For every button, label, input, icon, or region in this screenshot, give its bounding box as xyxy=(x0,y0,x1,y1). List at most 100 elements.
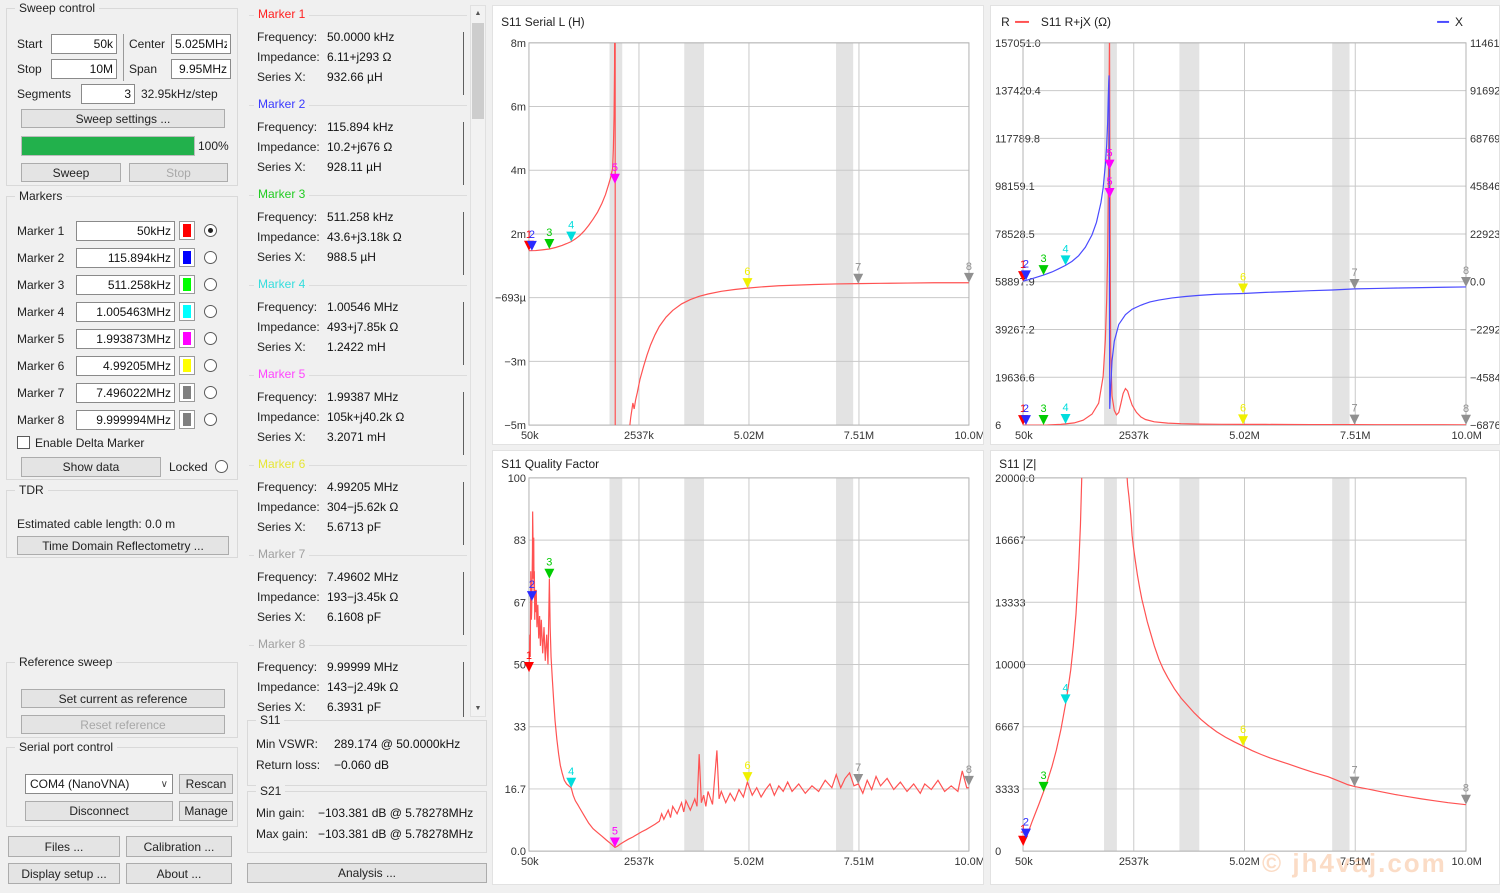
impedance-label: Impedance: xyxy=(257,410,320,424)
display-setup-button[interactable]: Display setup ... xyxy=(8,863,120,884)
scroll-up-icon[interactable]: ▲ xyxy=(471,6,485,21)
scrollbar-thumb[interactable] xyxy=(472,23,484,119)
marker-5-select-radio[interactable] xyxy=(204,332,217,345)
marker-5-color-swatch[interactable] xyxy=(179,329,195,348)
svg-text:11461: 11461 xyxy=(1470,38,1500,50)
stop-sweep-button[interactable]: Stop xyxy=(129,163,228,182)
s11-stats-title: S11 xyxy=(256,713,285,727)
sweep-button[interactable]: Sweep xyxy=(21,163,121,182)
set-reference-button[interactable]: Set current as reference xyxy=(21,689,225,708)
svg-text:1: 1 xyxy=(1020,259,1026,271)
marker-8-freq-input[interactable] xyxy=(76,410,175,430)
chart-s11-magnitude-z[interactable]: 20000.0 16667 13333 10000 6667 3333 0 50k 2537k 5… xyxy=(990,450,1500,885)
impedance-value: 10.2+j676 Ω xyxy=(327,140,393,154)
disconnect-button[interactable]: Disconnect xyxy=(25,801,173,821)
marker-1-select-radio[interactable] xyxy=(204,224,217,237)
center-input[interactable] xyxy=(171,34,231,54)
svg-text:7: 7 xyxy=(855,762,861,774)
impedance-value: 143−j2.49k Ω xyxy=(327,680,399,694)
svg-text:83: 83 xyxy=(514,535,526,547)
marker-4-select-radio[interactable] xyxy=(204,305,217,318)
svg-text:7: 7 xyxy=(1351,403,1357,415)
tdr-button[interactable]: Time Domain Reflectometry ... xyxy=(17,536,229,555)
marker-2-color-swatch[interactable] xyxy=(179,248,195,267)
calibration-button[interactable]: Calibration ... xyxy=(126,836,232,857)
enable-delta-marker-checkbox[interactable] xyxy=(17,436,30,449)
svg-text:2537k: 2537k xyxy=(1119,430,1149,442)
marker-1-info: Marker 1 Frequency: 50.0000 kHz Impedance… xyxy=(249,7,467,101)
s11-stats-group: S11 Min VSWR: 289.174 @ 50.0000kHz Return… xyxy=(247,713,487,786)
locked-radio[interactable] xyxy=(215,460,228,473)
series-x-label: Series X: xyxy=(257,610,306,624)
segments-input[interactable] xyxy=(81,84,135,104)
reference-sweep-group: Reference sweep Set current as reference… xyxy=(6,655,238,738)
svg-text:8m: 8m xyxy=(511,38,526,50)
svg-text:5.02M: 5.02M xyxy=(1229,430,1259,442)
marker-2-freq-input[interactable] xyxy=(76,248,175,268)
marker-6-select-radio[interactable] xyxy=(204,359,217,372)
span-input[interactable] xyxy=(171,59,231,79)
group-rule xyxy=(463,302,464,365)
tdr-title: TDR xyxy=(15,483,48,497)
svg-text:1: 1 xyxy=(526,650,532,662)
impedance-value: 193−j3.45k Ω xyxy=(327,590,399,604)
svg-text:−6876: −6876 xyxy=(1470,420,1500,432)
analysis-button[interactable]: Analysis ... xyxy=(247,863,487,883)
min-vswr-value: 289.174 @ 50.0000kHz xyxy=(334,737,461,751)
svg-text:3: 3 xyxy=(1041,403,1047,415)
marker-3-color-swatch[interactable] xyxy=(179,275,195,294)
freq-label: Frequency: xyxy=(257,120,318,134)
impedance-label: Impedance: xyxy=(257,680,320,694)
rescan-button[interactable]: Rescan xyxy=(179,774,233,794)
marker-4-freq-input[interactable] xyxy=(76,302,175,322)
marker-3-label: Marker 3 xyxy=(17,278,65,292)
chart-s11-r-plus-jx[interactable]: 157051.0137420.4117789.898159.178528.558… xyxy=(990,5,1500,445)
start-label: Start xyxy=(17,37,43,51)
marker-2-select-radio[interactable] xyxy=(204,251,217,264)
impedance-label: Impedance: xyxy=(257,50,320,64)
marker-4-color-swatch[interactable] xyxy=(179,302,195,321)
svg-text:157051.0: 157051.0 xyxy=(995,38,1041,50)
svg-text:3: 3 xyxy=(546,227,552,239)
stop-label: Stop xyxy=(17,62,42,76)
marker-6-freq-input[interactable] xyxy=(76,356,175,376)
sweep-progress-fill xyxy=(22,137,194,155)
manage-button[interactable]: Manage xyxy=(179,801,233,821)
start-input[interactable] xyxy=(51,34,117,54)
scroll-down-icon[interactable]: ▼ xyxy=(471,701,485,716)
marker-7-freq-input[interactable] xyxy=(76,383,175,403)
reset-reference-button[interactable]: Reset reference xyxy=(21,715,225,734)
impedance-label: Impedance: xyxy=(257,140,320,154)
stop-input[interactable] xyxy=(51,59,117,79)
marker-1-freq-input[interactable] xyxy=(76,221,175,241)
marker-7-select-radio[interactable] xyxy=(204,386,217,399)
about-button[interactable]: About ... xyxy=(126,863,232,884)
svg-text:91692: 91692 xyxy=(1470,86,1500,98)
marker-info-scrollbar[interactable]: ▲ ▼ xyxy=(470,5,486,717)
svg-text:10.0M: 10.0M xyxy=(1451,856,1481,868)
marker-3-select-radio[interactable] xyxy=(204,278,217,291)
files-button[interactable]: Files ... xyxy=(8,836,120,857)
marker-1-color-swatch[interactable] xyxy=(179,221,195,240)
marker-5-freq-input[interactable] xyxy=(76,329,175,349)
svg-text:16.7: 16.7 xyxy=(505,784,526,796)
com-port-select[interactable]: COM4 (NanoVNA) ∨ xyxy=(25,774,173,794)
show-data-button[interactable]: Show data xyxy=(21,457,161,477)
sweep-settings-button[interactable]: Sweep settings ... xyxy=(21,109,225,128)
svg-text:8: 8 xyxy=(1463,403,1469,415)
sweep-control-title: Sweep control xyxy=(15,1,100,15)
svg-text:3: 3 xyxy=(546,557,552,569)
svg-text:8: 8 xyxy=(1463,265,1469,277)
marker-3-freq-input[interactable] xyxy=(76,275,175,295)
svg-text:3333: 3333 xyxy=(995,784,1019,796)
marker-6-color-swatch[interactable] xyxy=(179,356,195,375)
series-x-label: Series X: xyxy=(257,340,306,354)
marker-7-color-swatch[interactable] xyxy=(179,383,195,402)
markers-group-title: Markers xyxy=(15,189,67,203)
series-x-value: 1.2422 mH xyxy=(327,340,386,354)
marker-8-select-radio[interactable] xyxy=(204,413,217,426)
return-loss-value: −0.060 dB xyxy=(334,758,390,772)
marker-8-color-swatch[interactable] xyxy=(179,410,195,429)
